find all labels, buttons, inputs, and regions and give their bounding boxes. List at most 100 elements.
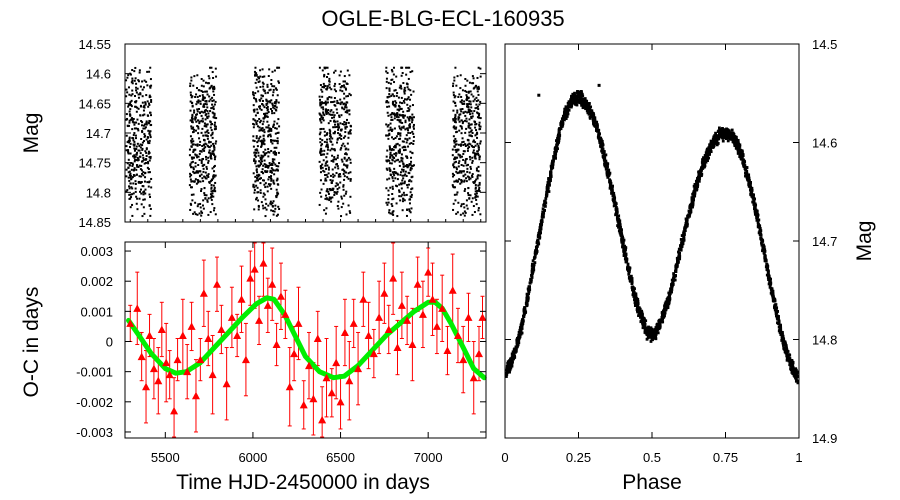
- lightcurve-point: [194, 116, 197, 119]
- lightcurve-point: [210, 129, 213, 132]
- lightcurve-point: [409, 211, 412, 214]
- oc-point: [327, 388, 336, 397]
- lightcurve-point: [322, 111, 325, 114]
- lightcurve-point: [479, 75, 482, 78]
- lightcurve-point: [400, 96, 403, 99]
- phased-point: [549, 170, 553, 173]
- lightcurve-point: [393, 114, 396, 117]
- lightcurve-point: [319, 119, 322, 122]
- lightcurve-point: [148, 132, 151, 135]
- lightcurve-point: [276, 183, 279, 186]
- lightcurve-point: [131, 214, 134, 217]
- lightcurve-point: [145, 158, 148, 161]
- lightcurve-point: [131, 79, 134, 82]
- lightcurve-point: [208, 77, 211, 80]
- phased-point: [641, 326, 645, 330]
- lightcurve-point: [195, 170, 198, 173]
- lightcurve-point: [136, 156, 139, 159]
- lightcurve-point: [214, 181, 217, 184]
- lightcurve-point: [258, 177, 261, 180]
- lightcurve-point: [400, 102, 403, 105]
- lightcurve-point: [138, 175, 141, 178]
- lightcurve-point: [452, 126, 455, 129]
- lightcurve-point: [412, 132, 415, 135]
- lightcurve-point: [274, 87, 277, 90]
- lightcurve-point: [143, 113, 146, 116]
- lightcurve-point: [329, 189, 332, 192]
- lightcurve-point: [255, 196, 258, 199]
- lightcurve-point: [204, 171, 207, 174]
- y-tick-label: 0.001: [80, 304, 113, 319]
- oc-point: [309, 394, 318, 403]
- lightcurve-point: [207, 132, 210, 135]
- lightcurve-point: [478, 103, 481, 106]
- lightcurve-point: [194, 162, 197, 165]
- lightcurve-point: [323, 114, 326, 117]
- lightcurve-point: [387, 198, 390, 201]
- lightcurve-point: [214, 174, 217, 177]
- lightcurve-point: [203, 187, 206, 190]
- lightcurve-point: [394, 105, 397, 108]
- lightcurve-point: [327, 72, 330, 75]
- lightcurve-point: [129, 145, 132, 148]
- lightcurve-point: [391, 193, 394, 196]
- oc-point: [187, 322, 196, 330]
- oc-point: [375, 313, 384, 321]
- lightcurve-point: [326, 143, 329, 146]
- lightcurve-point: [336, 187, 339, 190]
- lightcurve-point: [204, 134, 207, 137]
- lightcurve-point: [467, 108, 470, 111]
- lightcurve-point: [198, 94, 201, 97]
- lightcurve-point: [212, 142, 215, 145]
- lightcurve-point: [271, 94, 274, 97]
- lightcurve-point: [252, 94, 255, 97]
- lightcurve-point: [199, 170, 202, 173]
- lightcurve-point: [468, 155, 471, 158]
- phased-point: [628, 276, 632, 280]
- lightcurve-point: [327, 172, 330, 175]
- phased-point: [766, 269, 770, 273]
- phased-point: [744, 168, 747, 171]
- lightcurve-point: [404, 119, 407, 122]
- lightcurve-point: [412, 164, 415, 167]
- lightcurve-point: [391, 171, 394, 174]
- lightcurve-point: [345, 95, 348, 98]
- lightcurve-point: [343, 169, 346, 172]
- lightcurve-point: [403, 180, 406, 183]
- lightcurve-point: [320, 150, 323, 153]
- lightcurve-point: [192, 131, 195, 134]
- lightcurve-point: [395, 101, 398, 104]
- lightcurve-point: [458, 116, 461, 119]
- lightcurve-point: [253, 186, 256, 189]
- lightcurve-point: [393, 174, 396, 177]
- lightcurve-point: [324, 110, 327, 113]
- lightcurve-point: [400, 156, 403, 159]
- lightcurve-point: [132, 169, 135, 172]
- lightcurve-point: [460, 205, 463, 208]
- phased-point: [637, 314, 640, 318]
- lightcurve-point: [466, 167, 469, 170]
- phased-point: [721, 139, 725, 143]
- lightcurve-point: [141, 154, 144, 157]
- lightcurve-point: [198, 89, 201, 92]
- oc-point: [204, 334, 213, 342]
- lightcurve-point: [136, 151, 139, 154]
- lightcurve-point: [347, 131, 350, 134]
- lightcurve-point: [211, 106, 214, 109]
- lightcurve-point: [397, 158, 400, 161]
- lightcurve-point: [132, 139, 135, 142]
- lightcurve-point: [326, 175, 329, 178]
- lightcurve-point: [140, 120, 143, 123]
- lightcurve-point: [329, 132, 332, 135]
- lightcurve-point: [200, 131, 203, 134]
- lightcurve-point: [133, 149, 136, 152]
- lightcurve-point: [349, 94, 352, 97]
- oc-point: [299, 400, 308, 409]
- lightcurve-point: [322, 127, 325, 130]
- lightcurve-point: [253, 97, 256, 100]
- lightcurve-point: [476, 90, 479, 93]
- lightcurve-point: [477, 152, 480, 155]
- lightcurve-point: [275, 109, 278, 112]
- lightcurve-point: [196, 100, 199, 103]
- y-tick-label: -0.001: [76, 365, 113, 380]
